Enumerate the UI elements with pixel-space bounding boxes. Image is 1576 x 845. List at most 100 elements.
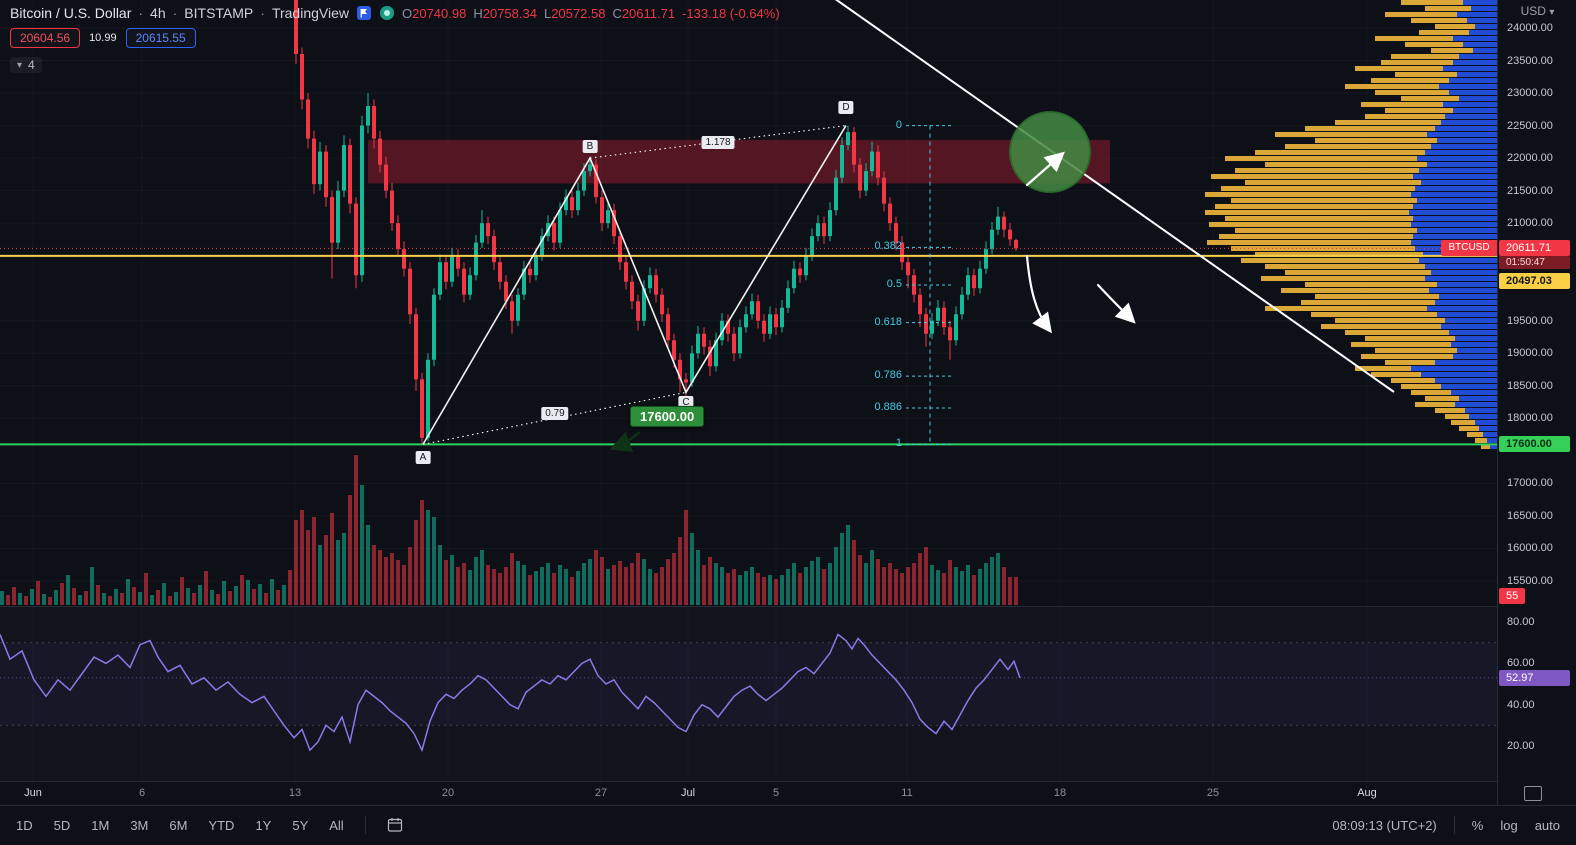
bottom-toolbar: 1D 5D 1M 3M 6M YTD 1Y 5Y All 08:09:13 (UTC+2) % … [0, 805, 1576, 844]
clock-label[interactable]: 08:09:13 (UTC+2) [1332, 817, 1437, 833]
open-value: 20740.98 [412, 5, 467, 21]
spread-value: 10.99 [89, 32, 117, 44]
chevron-down-icon: ▾ [17, 59, 23, 71]
time-tick-label[interactable]: Jul [680, 787, 696, 799]
price-axis[interactable]: USD ▾ 20611.71 01:50:47 20497.03 17600.0… [1497, 0, 1576, 805]
volume-bars [0, 455, 1018, 605]
price-tick-label: 15500.00 [1507, 574, 1553, 587]
level-lines [0, 247, 1497, 446]
currency-selector[interactable]: USD ▾ [1520, 4, 1555, 18]
fib-level-label: 0 [895, 118, 902, 131]
candles [294, 0, 1018, 445]
price-callout[interactable]: 17600.00 [630, 406, 705, 427]
trendline [834, 0, 1395, 393]
range-button-1m[interactable]: 1M [91, 817, 110, 833]
exchange-label: BITSTAMP [184, 5, 254, 21]
fib-level-label: 0.886 [874, 401, 902, 414]
abcd-pattern [422, 125, 847, 445]
range-button-1y[interactable]: 1Y [255, 817, 272, 833]
highlight-circle [1009, 111, 1091, 193]
rsi-line [0, 633, 1021, 753]
volume-value-label: 55 [1499, 588, 1525, 604]
indicators-collapse-pill[interactable]: ▾ 4 [10, 57, 42, 73]
fib-level-label: 0.786 [874, 369, 902, 382]
price-tick-label: 22500.00 [1507, 119, 1553, 132]
fib-level-label: 1 [895, 437, 902, 450]
pattern-point-label: C [678, 396, 694, 409]
time-tick-label[interactable]: 18 [1053, 787, 1067, 799]
go-to-date-icon[interactable] [387, 817, 403, 833]
interval-label[interactable]: 4h [150, 5, 166, 21]
last-price-label: 20611.71 [1499, 240, 1570, 256]
rsi-tick-label: 60.00 [1507, 657, 1535, 670]
flag-icon[interactable] [356, 5, 372, 21]
pattern-point-label: A [415, 451, 431, 464]
low-value: 20572.58 [551, 5, 606, 21]
yellow-level-label: 20497.03 [1499, 273, 1570, 289]
volume-profile [1205, 0, 1497, 449]
close-value: 20611.71 [621, 5, 676, 21]
fib-retracement [906, 125, 954, 445]
time-tick-label[interactable]: Aug [1357, 787, 1377, 799]
time-tick-label[interactable]: 13 [288, 787, 302, 799]
time-axis[interactable]: Jun 6 13 20 27 Jul 5 11 18 25 Aug [0, 781, 1497, 806]
chart-area[interactable]: Bitcoin / U.S. Dollar · 4h · BITSTAMP · … [0, 0, 1497, 805]
ohlc-values: O20740.98 H20758.34 L20572.58 C20611.71 … [401, 5, 780, 21]
price-tick-label: 16500.00 [1507, 509, 1553, 522]
range-button-6m[interactable]: 6M [169, 817, 188, 833]
chart-legend: Bitcoin / U.S. Dollar · 4h · BITSTAMP · … [10, 5, 780, 73]
price-tick-label: 23000.00 [1507, 87, 1553, 100]
time-tick-label[interactable]: 25 [1206, 787, 1220, 799]
sell-button[interactable]: 20604.56 [10, 28, 81, 48]
pattern-point-label: B [582, 140, 598, 153]
range-button-3m[interactable]: 3M [130, 817, 149, 833]
callout-arrow [609, 431, 641, 453]
price-tick-label: 18000.00 [1507, 412, 1553, 425]
time-tick-label[interactable]: 20 [441, 787, 455, 799]
price-tick-label: 21000.00 [1507, 217, 1553, 230]
time-tick-label[interactable]: 6 [138, 787, 146, 799]
log-scale-button[interactable]: log [1500, 817, 1518, 833]
indicators-count: 4 [28, 58, 35, 72]
green-level-label: 17600.00 [1499, 436, 1570, 452]
time-tick-label[interactable]: 5 [772, 787, 780, 799]
auto-scale-button[interactable]: auto [1534, 817, 1560, 833]
divider [1453, 816, 1455, 834]
range-button-1d[interactable]: 1D [16, 817, 33, 833]
percent-scale-button[interactable]: % [1471, 817, 1484, 833]
time-tick-label[interactable]: 27 [594, 787, 608, 799]
chart-canvas[interactable] [0, 0, 1497, 805]
supply-zone [368, 139, 1110, 184]
price-tick-label: 23500.00 [1507, 54, 1553, 67]
divider [364, 816, 366, 834]
calendar-icon[interactable] [1524, 786, 1542, 801]
buy-button[interactable]: 20615.55 [125, 28, 196, 48]
grid [0, 0, 1497, 781]
price-tick-label: 16000.00 [1507, 542, 1553, 555]
rsi-tick-label: 40.00 [1507, 698, 1535, 711]
range-button-ytd[interactable]: YTD [208, 817, 235, 833]
fib-level-label: 0.382 [874, 240, 902, 253]
symbol-title[interactable]: Bitcoin / U.S. Dollar [10, 5, 132, 21]
time-tick-label[interactable]: 11 [901, 787, 913, 799]
price-tick-label: 22000.00 [1507, 152, 1553, 165]
high-value: 20758.34 [482, 5, 537, 21]
price-tick-label: 19000.00 [1507, 347, 1553, 360]
range-button-all[interactable]: All [329, 817, 344, 833]
separator: · [172, 5, 178, 21]
symbol-title-row[interactable]: Bitcoin / U.S. Dollar · 4h · BITSTAMP · … [10, 5, 780, 21]
rsi-tick-label: 20.00 [1507, 740, 1535, 752]
rsi-value-label: 52.97 [1499, 670, 1570, 686]
time-tick-label[interactable]: Jun [24, 787, 42, 799]
fib-level-label: 0.5 [886, 277, 902, 290]
brand-label: TradingView [271, 5, 349, 21]
rsi-pane [0, 607, 1497, 781]
range-button-5y[interactable]: 5Y [292, 817, 309, 833]
change-value: -133.18 (-0.64%) [682, 5, 780, 21]
bar-countdown-label: 01:50:47 [1499, 256, 1570, 269]
price-tick-label: 17000.00 [1507, 477, 1553, 490]
range-button-5d[interactable]: 5D [53, 817, 71, 833]
pattern-point-label: D [838, 101, 854, 114]
market-status-icon [379, 5, 395, 21]
